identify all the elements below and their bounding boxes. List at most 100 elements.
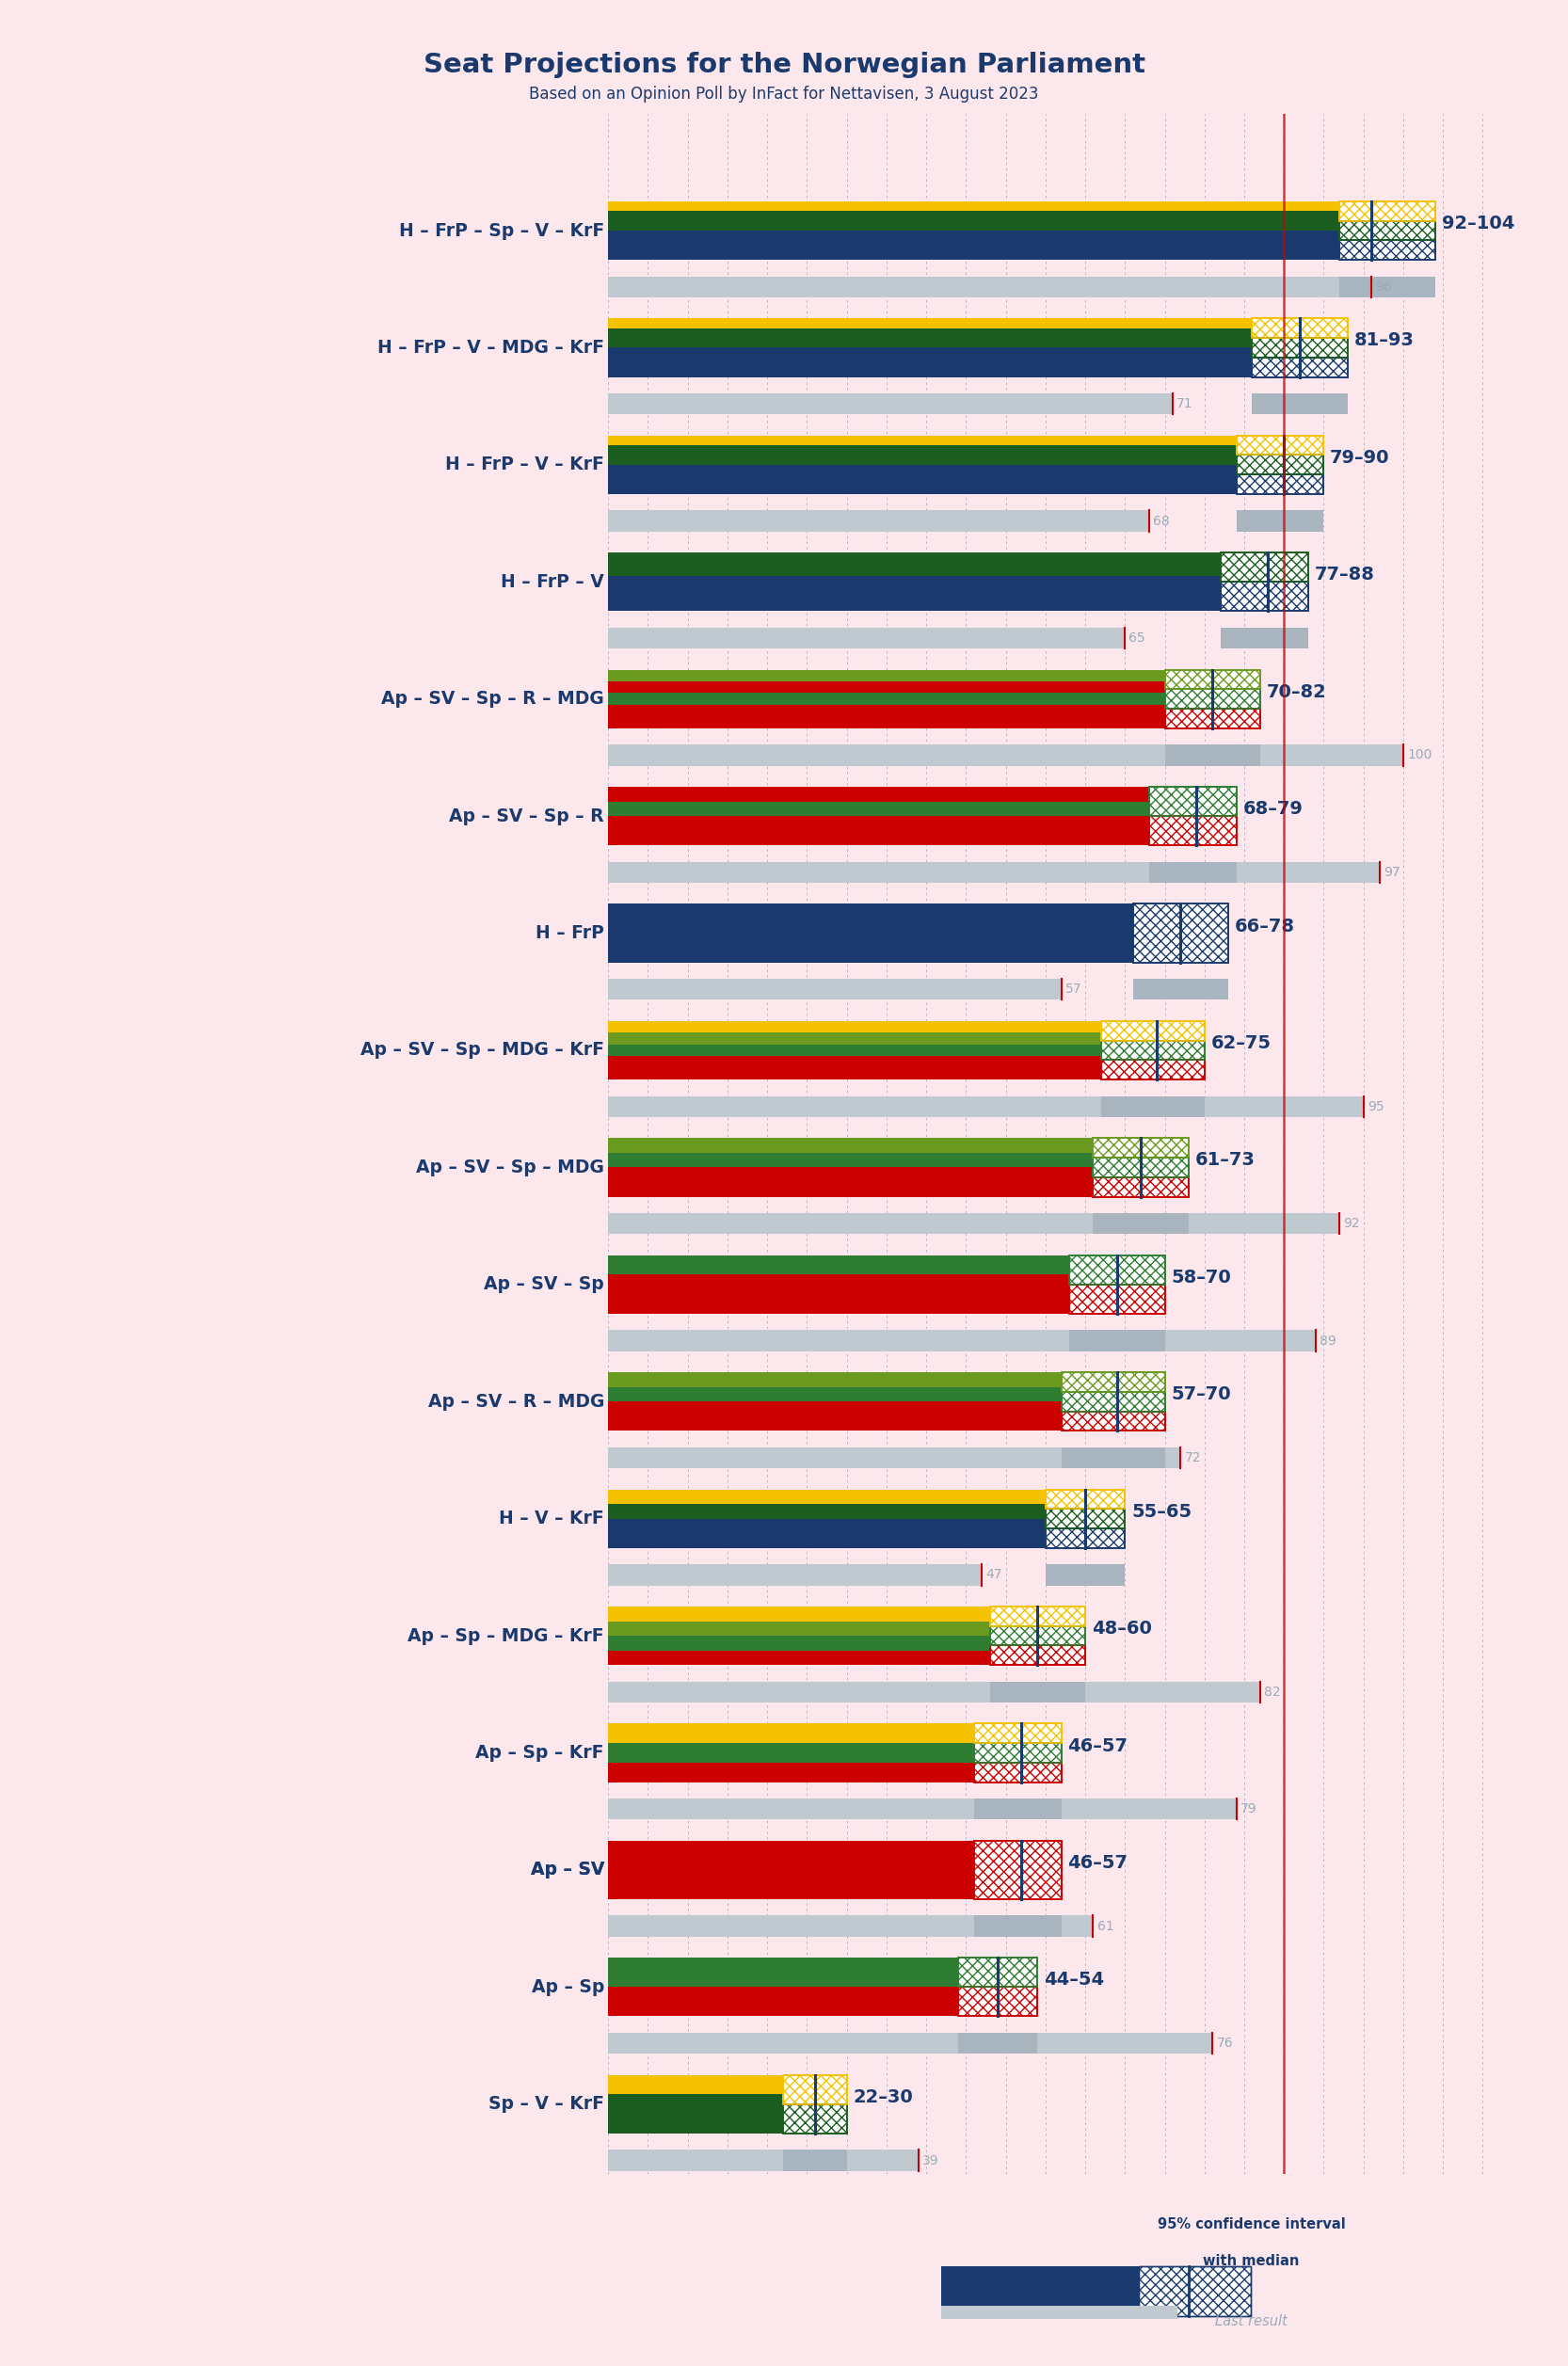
Bar	[1046, 1564, 1124, 1585]
Bar	[1134, 904, 1228, 963]
Bar	[974, 1744, 1062, 1763]
Bar	[608, 745, 1403, 767]
Bar	[608, 277, 1372, 298]
Bar	[1220, 554, 1308, 582]
Bar	[1149, 861, 1236, 883]
Bar	[958, 1987, 1038, 2016]
Bar	[1093, 1138, 1189, 1157]
Bar	[1046, 1510, 1124, 1528]
Bar	[608, 1330, 1316, 1351]
Bar	[608, 1417, 1062, 1431]
Bar	[608, 241, 1339, 251]
Text: 66–78: 66–78	[1234, 918, 1295, 935]
Bar	[608, 2113, 782, 2134]
Bar	[1138, 2267, 1251, 2316]
Text: Ap – SV – Sp – R: Ap – SV – Sp – R	[448, 807, 604, 826]
Bar	[1220, 582, 1308, 610]
Text: Ap – SV – Sp: Ap – SV – Sp	[485, 1275, 604, 1294]
Bar	[608, 1448, 1181, 1469]
Bar	[1093, 1157, 1189, 1178]
Bar	[608, 1533, 1046, 1547]
Bar	[1253, 319, 1347, 338]
Bar	[1101, 1022, 1204, 1041]
Text: H – FrP – V – KrF: H – FrP – V – KrF	[445, 457, 604, 473]
Bar	[1101, 1095, 1204, 1117]
Bar	[1253, 357, 1347, 376]
Bar	[1165, 689, 1261, 710]
Bar	[608, 1491, 1046, 1505]
Text: Ap – SV – Sp – R – MDG: Ap – SV – Sp – R – MDG	[381, 691, 604, 707]
Bar	[1339, 241, 1435, 260]
Text: Ap – SV – Sp – MDG: Ap – SV – Sp – MDG	[416, 1159, 604, 1176]
Text: Seat Projections for the Norwegian Parliament: Seat Projections for the Norwegian Parli…	[423, 52, 1145, 78]
Bar	[1339, 220, 1435, 241]
Bar	[1046, 1491, 1124, 1510]
Bar	[989, 1625, 1085, 1644]
Text: 68: 68	[1152, 513, 1170, 528]
Bar	[608, 830, 1149, 845]
Bar	[1339, 241, 1435, 260]
Bar	[958, 1957, 1038, 1987]
Bar	[608, 1519, 1046, 1533]
Bar	[608, 1651, 989, 1666]
Bar	[974, 1722, 1062, 1744]
Bar	[974, 1763, 1062, 1782]
Bar	[608, 1860, 974, 1879]
Bar	[1165, 710, 1261, 729]
Text: 39: 39	[922, 2153, 939, 2167]
Bar	[1062, 1413, 1165, 1431]
Bar	[608, 1152, 1093, 1166]
Bar	[608, 511, 1149, 532]
Bar	[782, 2103, 847, 2134]
Bar	[974, 1841, 1062, 1900]
Text: 44–54: 44–54	[1044, 1971, 1104, 1990]
Bar	[1062, 1391, 1165, 1413]
Bar	[989, 1644, 1085, 1666]
Bar	[608, 802, 1149, 816]
Bar	[608, 329, 1253, 338]
Bar	[608, 1744, 974, 1763]
Bar	[608, 1722, 974, 1744]
Bar	[1093, 1157, 1189, 1178]
Bar	[1149, 788, 1236, 816]
Bar	[1253, 393, 1347, 414]
Bar	[608, 1275, 1069, 1294]
Bar	[1101, 1060, 1204, 1079]
Bar	[1134, 904, 1228, 963]
Bar	[608, 1386, 1062, 1401]
Bar	[1236, 476, 1323, 494]
Bar	[1062, 1391, 1165, 1413]
Bar	[1220, 627, 1308, 648]
Bar	[1101, 1041, 1204, 1060]
Bar	[608, 1067, 1101, 1079]
Text: 62–75: 62–75	[1210, 1034, 1272, 1053]
Bar	[989, 1644, 1085, 1666]
Text: with median: with median	[1203, 2252, 1300, 2267]
Text: Ap – SV: Ap – SV	[530, 1862, 604, 1879]
Bar	[608, 393, 1173, 414]
Bar	[608, 338, 1253, 348]
Bar	[1339, 201, 1435, 220]
Bar	[1046, 1510, 1124, 1528]
Bar	[974, 1763, 1062, 1782]
Bar	[958, 1957, 1038, 1987]
Bar	[1165, 670, 1261, 689]
Bar	[608, 485, 1236, 494]
Text: 97: 97	[1383, 866, 1400, 878]
Bar	[1046, 1491, 1124, 1510]
Bar	[608, 357, 1253, 367]
Bar	[608, 1841, 974, 1860]
Bar	[1093, 1178, 1189, 1197]
Bar	[1236, 511, 1323, 532]
Bar	[608, 788, 1149, 802]
Bar	[608, 717, 1165, 729]
Bar	[989, 1625, 1085, 1644]
Bar	[608, 348, 1253, 357]
Text: 57: 57	[1065, 982, 1082, 996]
Bar	[608, 1564, 982, 1585]
Text: 47: 47	[986, 1569, 1002, 1580]
Text: 89: 89	[1320, 1334, 1336, 1346]
Bar	[608, 670, 1165, 681]
Text: 95: 95	[1367, 1100, 1385, 1112]
Bar	[608, 2032, 1212, 2054]
